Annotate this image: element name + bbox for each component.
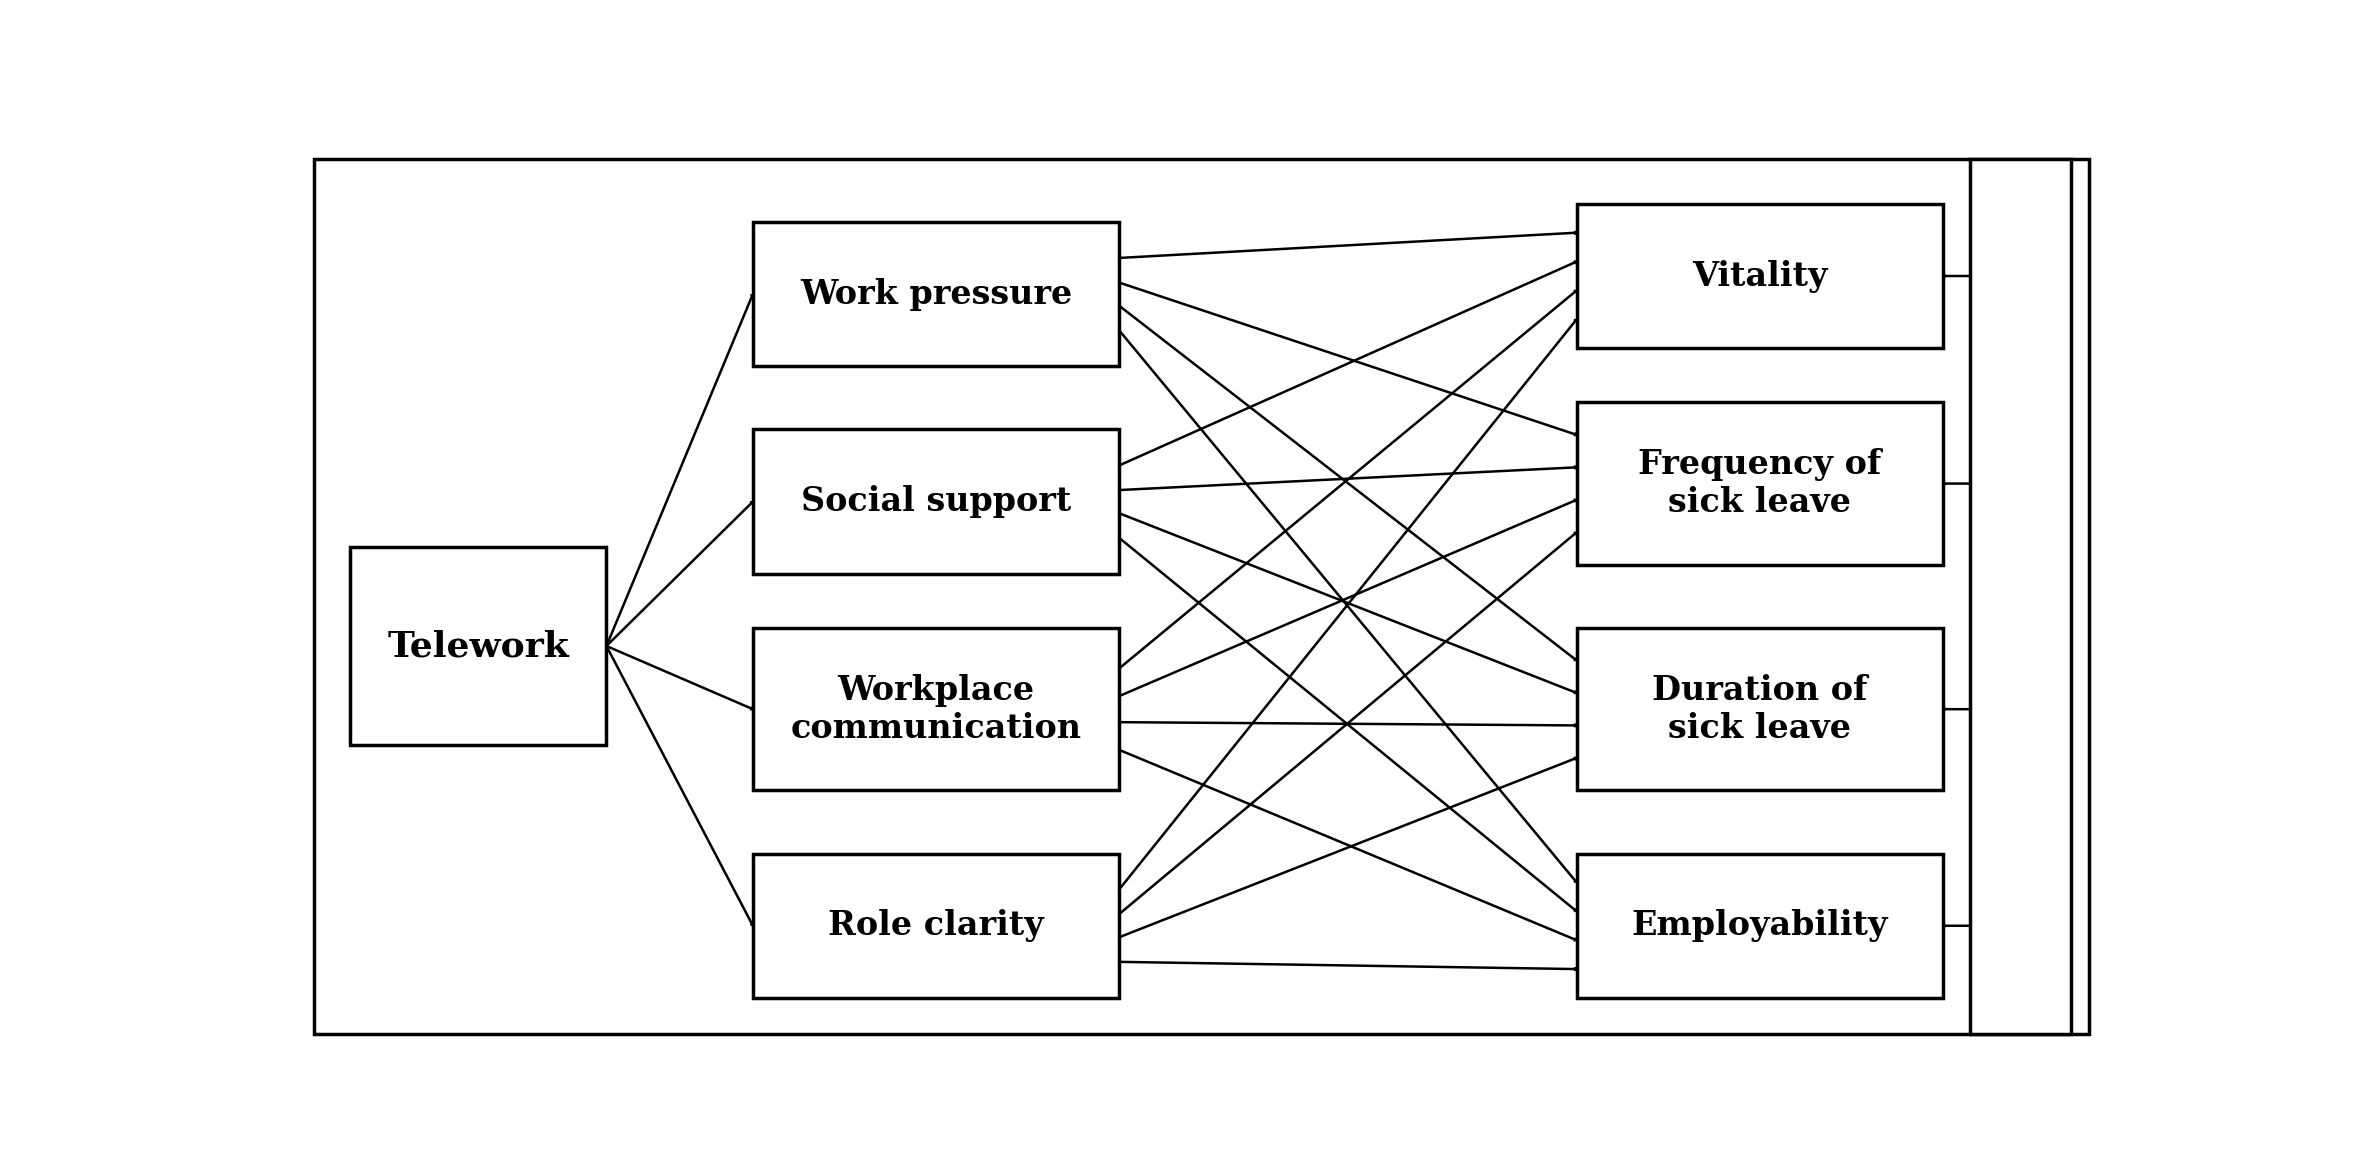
Bar xyxy=(1578,204,1942,348)
Text: Employability: Employability xyxy=(1632,909,1887,942)
Text: Social support: Social support xyxy=(801,485,1070,518)
Text: Workplace
communication: Workplace communication xyxy=(791,674,1082,744)
Bar xyxy=(753,429,1120,574)
Bar xyxy=(753,222,1120,367)
Bar xyxy=(1578,853,1942,999)
Text: Work pressure: Work pressure xyxy=(801,278,1072,311)
Bar xyxy=(1578,402,1942,565)
Text: Role clarity: Role clarity xyxy=(829,909,1044,942)
Bar xyxy=(1970,158,2071,1034)
Text: Vitality: Vitality xyxy=(1691,259,1828,293)
Text: Duration of
sick leave: Duration of sick leave xyxy=(1651,674,1868,744)
Bar xyxy=(350,546,607,745)
Bar xyxy=(1578,628,1942,790)
Bar xyxy=(753,853,1120,999)
Text: Frequency of
sick leave: Frequency of sick leave xyxy=(1639,448,1880,519)
Bar xyxy=(753,628,1120,790)
Text: Telework: Telework xyxy=(387,629,569,663)
